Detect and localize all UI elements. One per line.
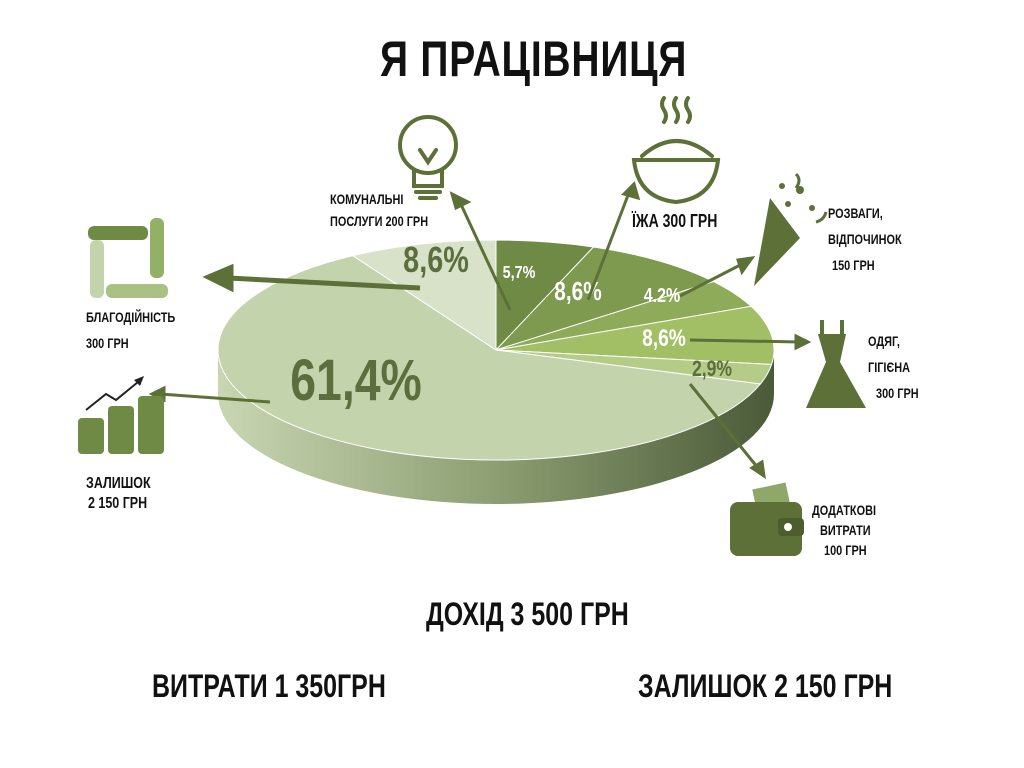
- arrow-food: [586, 189, 632, 301]
- pie-label-utilities: 5,7%: [503, 263, 536, 283]
- page-title: Я ПРАЦІВНИЦЯ: [380, 31, 688, 87]
- pie-label-clothes: 8,6%: [642, 324, 686, 352]
- label-clothes: ОДЯГ, ГІГІЄНА 300 ГРН: [868, 333, 919, 401]
- arrow-remainder: [159, 392, 271, 404]
- arrow-fun: [679, 260, 747, 298]
- label-utilities: КОМУНАЛЬНІ ПОСЛУГИ 200 ГРН: [330, 191, 429, 229]
- lightbulb-icon: [398, 115, 458, 200]
- pie-label-fun: 4.2%: [644, 284, 680, 306]
- pie-3d-side: [218, 350, 774, 504]
- pie-slice-charity: [351, 239, 497, 351]
- label-food: ЇЖА 300 ГРН: [632, 211, 718, 231]
- coins-growth-icon: [78, 376, 164, 454]
- pie-side-band: [218, 350, 774, 504]
- bowl-icon: [631, 96, 721, 205]
- handshake-icon: [88, 218, 168, 298]
- arrow-fun-head: [736, 256, 756, 276]
- arrow-charity: [227, 275, 421, 291]
- pie-slices: [217, 239, 775, 461]
- arrow-clothes-head: [794, 333, 812, 351]
- arrow-utilities: [456, 197, 512, 311]
- label-fun: РОЗВАГИ, ВІДПОЧИНОК 150 ГРН: [828, 205, 902, 273]
- expenses-summary: ВИТРАТИ 1 350ГРН: [152, 668, 386, 704]
- arrow-utilities-head: [449, 191, 472, 211]
- pie-label-remainder: 61,4%: [290, 348, 422, 413]
- pie-label-extra: 2,9%: [692, 357, 732, 381]
- balance-summary: ЗАЛИШОК 2 150 ГРН: [638, 668, 893, 704]
- dress-icon: [806, 320, 866, 408]
- party-popper-icon: [754, 172, 828, 286]
- pie-slice-clothes: [495, 305, 775, 365]
- label-charity: БЛАГОДІЙНІСТЬ 300 ГРН: [86, 309, 176, 351]
- arrow-charity-head: [202, 263, 234, 293]
- arrow-extra: [688, 383, 760, 469]
- arrow-extra-head: [749, 459, 766, 480]
- pie-slice-remainder: [217, 255, 762, 461]
- callout-arrows: [148, 181, 812, 480]
- arrow-food-head: [621, 181, 641, 201]
- pie-label-charity: 8,6%: [403, 239, 469, 280]
- arrow-clothes: [689, 338, 801, 344]
- label-extra: ДОДАТКОВІ ВИТРАТИ 100 ГРН: [812, 502, 877, 558]
- label-remainder: ЗАЛИШОК 2 150 ГРН: [86, 475, 151, 512]
- income-summary: ДОХІД 3 500 ГРН: [426, 596, 629, 632]
- wallet-icon: [730, 482, 804, 556]
